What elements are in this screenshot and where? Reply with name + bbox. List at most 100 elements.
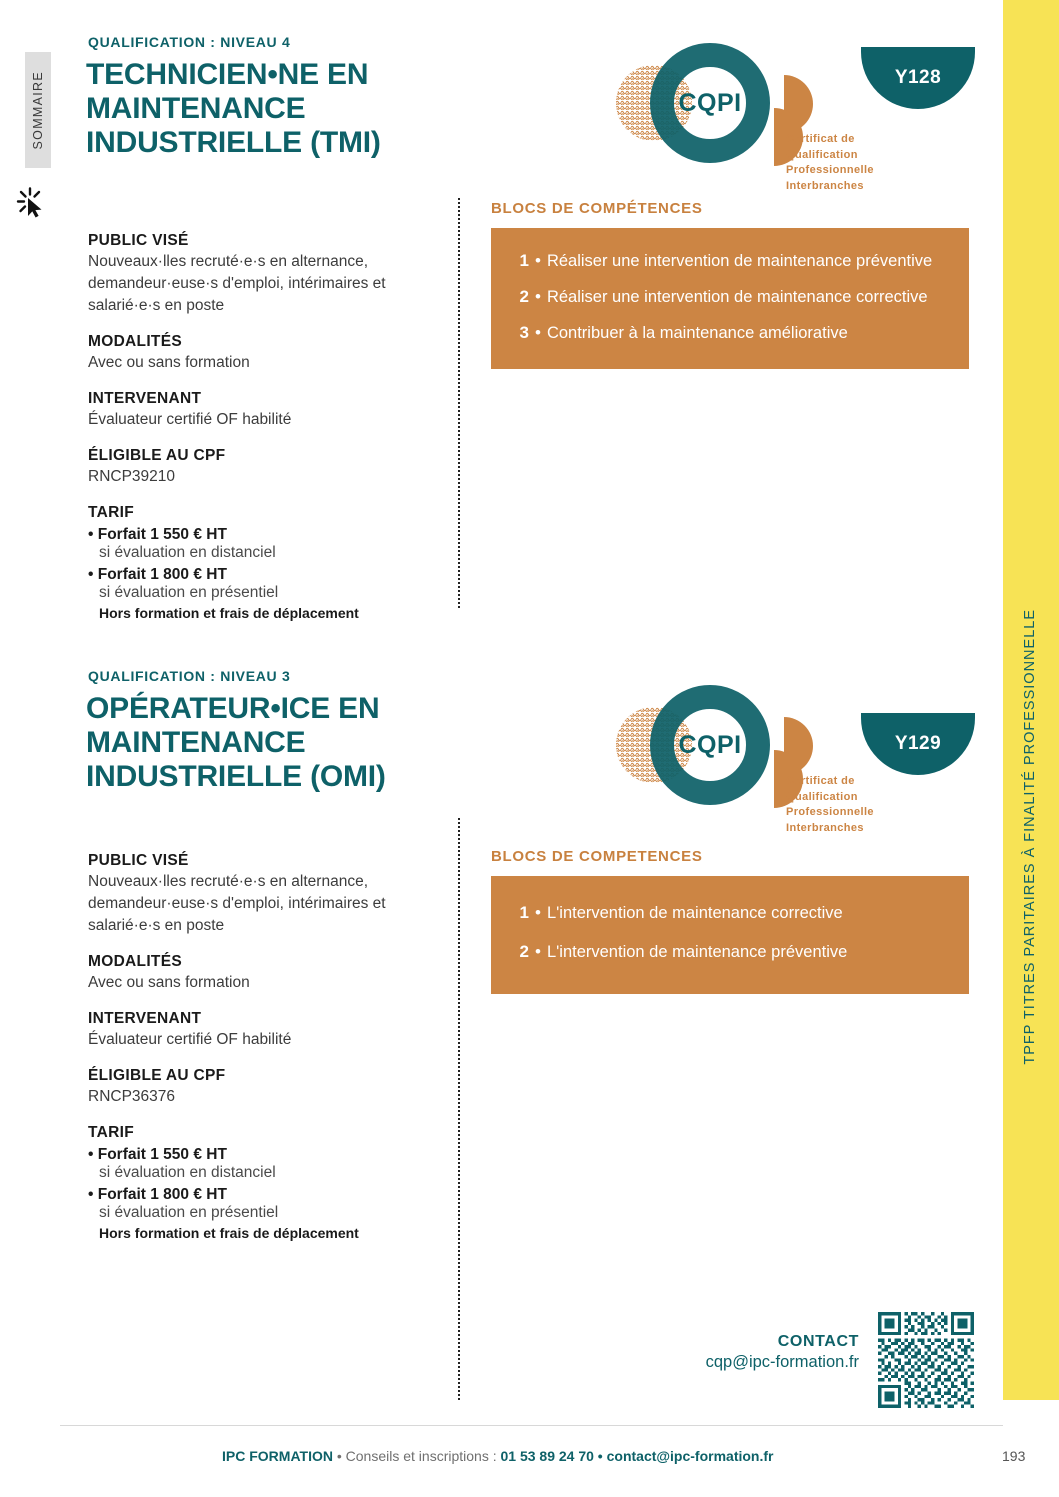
logo-orange-half-bottom: [774, 108, 803, 166]
competence-block: BLOCS DE COMPÉTENCES 1 • Réaliser une in…: [491, 200, 969, 369]
cpf-code: RNCP36376: [88, 1088, 176, 1105]
footer-phone[interactable]: 01 53 89 24 70: [500, 1448, 594, 1464]
cpf-code: RNCP39210: [88, 468, 176, 485]
badge-code: Y128: [894, 67, 942, 88]
tarif-item: • Forfait 1 800 € HT si évaluation en pr…: [88, 566, 448, 621]
competence-list: 1 • Réaliser une intervention de mainten…: [491, 228, 969, 369]
competence-number: 1: [519, 903, 529, 922]
competence-list: 1 • L'intervention de maintenance correc…: [491, 876, 969, 994]
intervenant-text: Évaluateur certifié OF habilité: [88, 411, 292, 428]
code-badge-y128: Y128: [861, 47, 975, 109]
logo-subtitle-line-2: Qualification: [786, 790, 858, 803]
qr-code[interactable]: [878, 1312, 974, 1408]
sommaire-tab[interactable]: SOMMAIRE: [25, 52, 51, 168]
cpf-label: ÉLIGIBLE AU CPF: [88, 447, 226, 464]
tarif-item: • Forfait 1 550 € HT si évaluation en di…: [88, 1146, 448, 1182]
tarif-price: • Forfait 1 800 € HT: [88, 566, 227, 583]
badge-code: Y129: [894, 733, 942, 754]
tarif-label: TARIF: [88, 504, 134, 521]
tarif-item: • Forfait 1 800 € HT si évaluation en pr…: [88, 1186, 448, 1241]
competence-heading: BLOCS DE COMPETENCES: [491, 848, 703, 865]
logo-ring-text: CQPI: [678, 89, 741, 117]
competence-number: 3: [519, 322, 529, 342]
bullet-dot-icon: •: [535, 251, 541, 270]
bullet-dot-icon: •: [535, 941, 541, 961]
competence-text: Contribuer à la maintenance améliorative: [546, 323, 848, 342]
tarif-note: Hors formation et frais de déplacement: [99, 605, 359, 621]
vertical-dotted-divider: [458, 818, 460, 1400]
competence-block: BLOCS DE COMPETENCES 1 • L'intervention …: [491, 848, 969, 994]
logo-subtitle-line-4: Interbranches: [786, 179, 864, 192]
cqpi-logo: CQPI Certificat de Qualification Profess…: [606, 40, 906, 195]
vertical-dotted-divider: [458, 198, 460, 608]
section-tab-label: TPFP TITRES PARITAIRES À FINALITÉ PROFES…: [1022, 609, 1038, 1065]
footer-brand: IPC FORMATION: [222, 1448, 333, 1464]
competence-row: 2 • L'intervention de maintenance préven…: [513, 941, 947, 964]
competence-text: Réaliser une intervention de maintenance…: [546, 287, 928, 306]
modalites-text: Avec ou sans formation: [88, 354, 250, 371]
tarif-condition: si évaluation en distanciel: [99, 1164, 276, 1181]
badge-shape: Y128: [861, 47, 975, 109]
logo-subtitle: Certificat de Qualification Professionne…: [786, 132, 874, 194]
logo-subtitle-line-3: Professionnelle: [786, 806, 874, 819]
competence-number: 2: [519, 941, 529, 961]
logo-ring-text: CQPI: [678, 731, 741, 759]
competence-row: 2 • Réaliser une intervention de mainten…: [513, 286, 947, 309]
footer-email[interactable]: contact@ipc-formation.fr: [606, 1448, 774, 1464]
cpf-label: ÉLIGIBLE AU CPF: [88, 1067, 226, 1084]
footer-middle-text: Conseils et inscriptions :: [345, 1448, 501, 1464]
logo-teal-ring: [650, 43, 770, 163]
competence-row: 3 • Contribuer à la maintenance améliora…: [513, 322, 947, 345]
bullet-dot-icon: •: [535, 903, 541, 922]
intervenant-label: INTERVENANT: [88, 1010, 202, 1027]
page-number: 193: [1002, 1448, 1026, 1464]
public-vise-label: PUBLIC VISÉ: [88, 232, 189, 249]
intervenant-label: INTERVENANT: [88, 390, 202, 407]
page-title: OPÉRATEUR•ICE EN MAINTENANCE INDUSTRIELL…: [86, 692, 386, 793]
tarif-price: • Forfait 1 800 € HT: [88, 1186, 227, 1203]
qualification-level: QUALIFICATION : NIVEAU 3: [88, 668, 291, 684]
competence-number: 1: [519, 251, 529, 270]
bullet-dot-icon: •: [535, 322, 541, 342]
sommaire-label: SOMMAIRE: [31, 70, 45, 150]
public-vise-text: Nouveaux·lles recruté·e·s en alternance,…: [88, 253, 386, 314]
code-badge-y129: Y129: [861, 713, 975, 775]
contact-email[interactable]: cqp@ipc-formation.fr: [705, 1353, 859, 1371]
tarif-item: • Forfait 1 550 € HT si évaluation en di…: [88, 526, 448, 562]
section-tab-yellow: TPFP TITRES PARITAIRES À FINALITÉ PROFES…: [1003, 0, 1059, 1400]
tarif-price: • Forfait 1 550 € HT: [88, 526, 227, 543]
tarif-condition: si évaluation en présentiel: [99, 1204, 279, 1221]
contact-label: CONTACT: [777, 1333, 859, 1350]
intervenant-text: Évaluateur certifié OF habilité: [88, 1031, 292, 1048]
competence-text: Réaliser une intervention de maintenance…: [546, 252, 933, 270]
modalites-label: MODALITÉS: [88, 953, 182, 970]
modalites-label: MODALITÉS: [88, 333, 182, 350]
course-info-column: PUBLIC VISÉ Nouveaux·lles recruté·e·s en…: [88, 852, 448, 1241]
competence-text: L'intervention de maintenance préventive: [546, 942, 848, 961]
public-vise-label: PUBLIC VISÉ: [88, 852, 189, 869]
logo-subtitle-line-1: Certificat de: [786, 775, 855, 787]
click-cursor-icon: [16, 187, 42, 218]
tarif-condition: si évaluation en distanciel: [99, 544, 276, 561]
logo-subtitle-line-1: Certificat de: [786, 133, 855, 145]
competence-row: 1 • L'intervention de maintenance correc…: [513, 902, 947, 925]
footer-bar: IPC FORMATION • Conseils et inscriptions…: [222, 1448, 774, 1464]
badge-shape: Y129: [861, 713, 975, 775]
contact-block: CONTACT cqp@ipc-formation.fr: [706, 1333, 859, 1372]
logo-subtitle: Certificat de Qualification Professionne…: [786, 774, 874, 836]
bullet-dot-icon: •: [535, 286, 541, 306]
tarif-condition: si évaluation en présentiel: [99, 584, 279, 601]
modalites-text: Avec ou sans formation: [88, 974, 250, 991]
tarif-label: TARIF: [88, 1124, 134, 1141]
logo-subtitle-line-4: Interbranches: [786, 821, 864, 834]
footer-sep-2: •: [593, 1448, 607, 1464]
logo-orange-half-bottom: [774, 750, 803, 808]
competence-text: L'intervention de maintenance corrective: [546, 904, 843, 922]
page-title: TECHNICIEN•NE EN MAINTENANCE INDUSTRIELL…: [86, 58, 381, 159]
logo-subtitle-line-3: Professionnelle: [786, 164, 874, 177]
competence-row: 1 • Réaliser une intervention de mainten…: [513, 250, 947, 273]
tarif-note: Hors formation et frais de déplacement: [99, 1225, 359, 1241]
logo-subtitle-line-2: Qualification: [786, 148, 858, 161]
cqpi-logo: CQPI Certificat de Qualification Profess…: [606, 682, 906, 837]
